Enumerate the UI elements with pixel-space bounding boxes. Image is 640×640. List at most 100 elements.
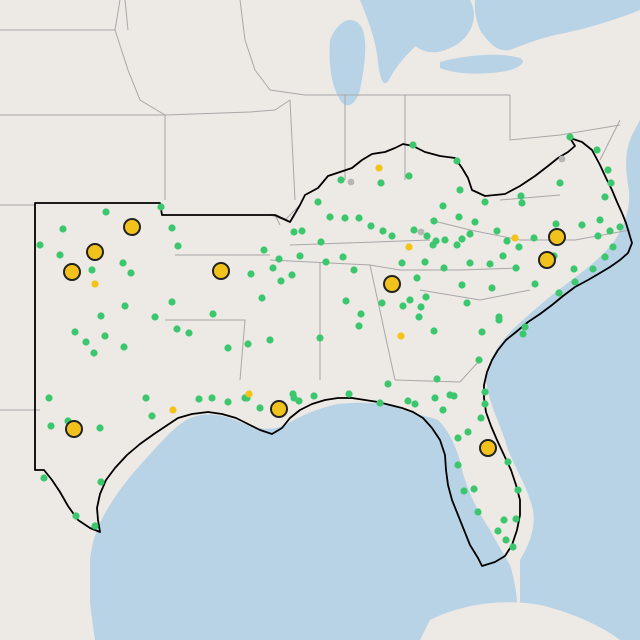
small-green-marker[interactable] — [168, 224, 176, 232]
small-yellow-marker[interactable] — [245, 390, 253, 398]
large-yellow-marker[interactable] — [548, 228, 566, 246]
small-green-marker[interactable] — [556, 179, 564, 187]
small-green-marker[interactable] — [384, 380, 392, 388]
small-green-marker[interactable] — [552, 220, 560, 228]
large-yellow-marker[interactable] — [479, 439, 497, 457]
small-green-marker[interactable] — [157, 203, 165, 211]
small-green-marker[interactable] — [151, 313, 159, 321]
small-green-marker[interactable] — [475, 356, 483, 364]
small-green-marker[interactable] — [464, 428, 472, 436]
small-green-marker[interactable] — [96, 424, 104, 432]
small-green-marker[interactable] — [119, 259, 127, 267]
small-green-marker[interactable] — [609, 243, 617, 251]
small-green-marker[interactable] — [379, 227, 387, 235]
small-green-marker[interactable] — [357, 310, 365, 318]
small-green-marker[interactable] — [142, 394, 150, 402]
small-green-marker[interactable] — [355, 214, 363, 222]
small-green-marker[interactable] — [493, 227, 501, 235]
small-yellow-marker[interactable] — [511, 234, 519, 242]
small-green-marker[interactable] — [502, 536, 510, 544]
small-green-marker[interactable] — [337, 176, 345, 184]
small-green-marker[interactable] — [317, 238, 325, 246]
small-green-marker[interactable] — [173, 325, 181, 333]
large-yellow-marker[interactable] — [538, 251, 556, 269]
small-green-marker[interactable] — [345, 390, 353, 398]
small-green-marker[interactable] — [481, 388, 489, 396]
small-green-marker[interactable] — [486, 260, 494, 268]
small-green-marker[interactable] — [503, 237, 511, 245]
small-green-marker[interactable] — [367, 222, 375, 230]
small-green-marker[interactable] — [185, 329, 193, 337]
small-green-marker[interactable] — [409, 141, 417, 149]
small-green-marker[interactable] — [499, 252, 507, 260]
small-green-marker[interactable] — [275, 255, 283, 263]
small-green-marker[interactable] — [326, 213, 334, 221]
large-yellow-marker[interactable] — [123, 218, 141, 236]
small-green-marker[interactable] — [596, 216, 604, 224]
small-green-marker[interactable] — [456, 186, 464, 194]
small-green-marker[interactable] — [40, 474, 48, 482]
small-green-marker[interactable] — [208, 394, 216, 402]
small-green-marker[interactable] — [195, 395, 203, 403]
small-green-marker[interactable] — [430, 217, 438, 225]
small-green-marker[interactable] — [415, 313, 423, 321]
small-green-marker[interactable] — [481, 198, 489, 206]
large-yellow-marker[interactable] — [212, 262, 230, 280]
large-yellow-marker[interactable] — [65, 420, 83, 438]
small-green-marker[interactable] — [127, 269, 135, 277]
large-yellow-marker[interactable] — [63, 263, 81, 281]
small-green-marker[interactable] — [518, 199, 526, 207]
small-green-marker[interactable] — [430, 327, 438, 335]
small-green-marker[interactable] — [433, 375, 441, 383]
small-green-marker[interactable] — [607, 179, 615, 187]
small-green-marker[interactable] — [440, 264, 448, 272]
small-green-marker[interactable] — [470, 485, 478, 493]
large-yellow-marker[interactable] — [270, 400, 288, 418]
small-green-marker[interactable] — [256, 404, 264, 412]
small-green-marker[interactable] — [290, 394, 298, 402]
small-green-marker[interactable] — [101, 332, 109, 340]
small-green-marker[interactable] — [555, 289, 563, 297]
small-green-marker[interactable] — [405, 172, 413, 180]
small-green-marker[interactable] — [509, 543, 517, 551]
small-green-marker[interactable] — [439, 406, 447, 414]
small-green-marker[interactable] — [168, 298, 176, 306]
small-green-marker[interactable] — [571, 278, 579, 286]
small-green-marker[interactable] — [481, 400, 489, 408]
small-green-marker[interactable] — [530, 234, 538, 242]
small-green-marker[interactable] — [339, 253, 347, 261]
small-green-marker[interactable] — [310, 392, 318, 400]
small-green-marker[interactable] — [290, 228, 298, 236]
small-green-marker[interactable] — [423, 232, 431, 240]
small-green-marker[interactable] — [441, 236, 449, 244]
small-green-marker[interactable] — [494, 527, 502, 535]
small-green-marker[interactable] — [453, 157, 461, 165]
small-green-marker[interactable] — [350, 266, 358, 274]
small-gray-marker[interactable] — [347, 178, 355, 186]
small-green-marker[interactable] — [604, 166, 612, 174]
small-green-marker[interactable] — [601, 193, 609, 201]
small-green-marker[interactable] — [97, 478, 105, 486]
small-green-marker[interactable] — [148, 412, 156, 420]
small-green-marker[interactable] — [471, 218, 479, 226]
small-green-marker[interactable] — [458, 281, 466, 289]
small-green-marker[interactable] — [478, 328, 486, 336]
small-green-marker[interactable] — [88, 266, 96, 274]
small-green-marker[interactable] — [439, 202, 447, 210]
small-green-marker[interactable] — [422, 293, 430, 301]
small-green-marker[interactable] — [404, 397, 412, 405]
small-green-marker[interactable] — [463, 299, 471, 307]
small-green-marker[interactable] — [71, 328, 79, 336]
small-yellow-marker[interactable] — [91, 280, 99, 288]
small-green-marker[interactable] — [570, 265, 578, 273]
small-green-marker[interactable] — [174, 242, 182, 250]
small-yellow-marker[interactable] — [375, 164, 383, 172]
small-green-marker[interactable] — [72, 512, 80, 520]
small-green-marker[interactable] — [488, 284, 496, 292]
small-green-marker[interactable] — [466, 230, 474, 238]
small-green-marker[interactable] — [589, 265, 597, 273]
small-green-marker[interactable] — [209, 310, 217, 318]
small-green-marker[interactable] — [417, 303, 425, 311]
small-green-marker[interactable] — [432, 237, 440, 245]
